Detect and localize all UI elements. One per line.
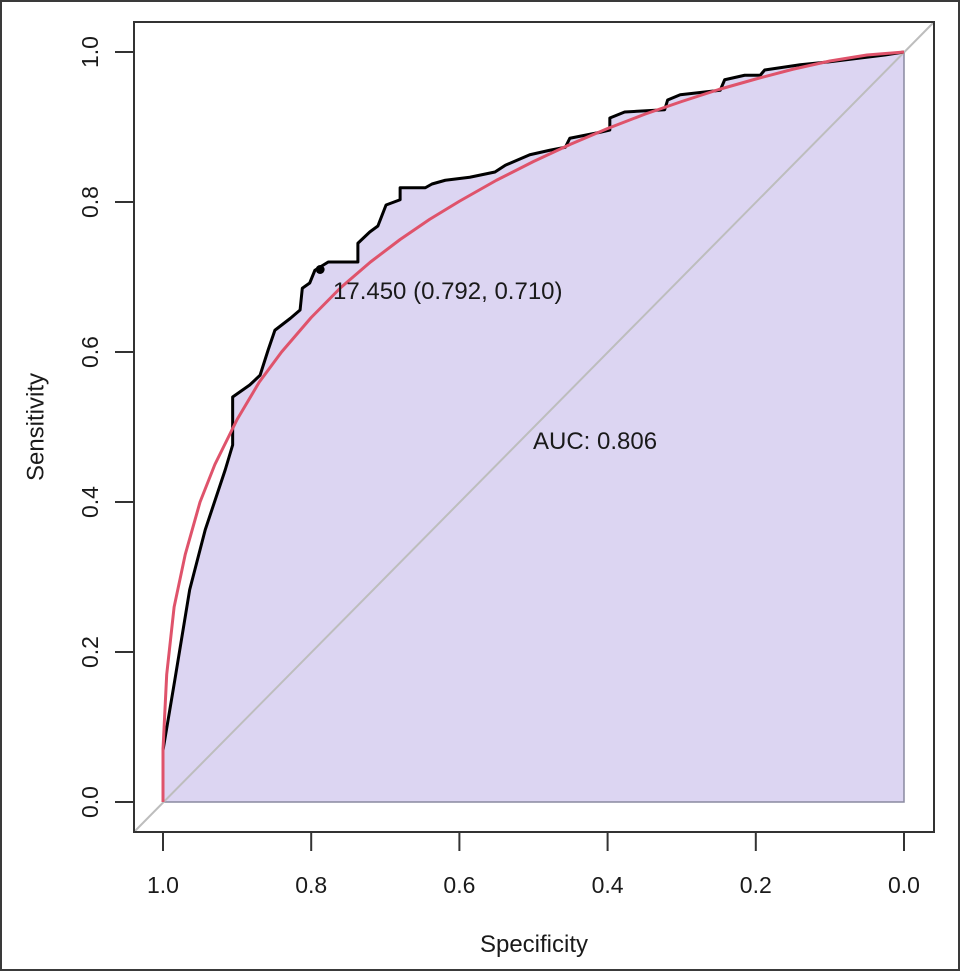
x-tick-label: 0.2 (740, 872, 772, 898)
smoothed-roc-curve (161, 50, 905, 802)
x-tick-label: 0.4 (592, 872, 624, 898)
x-tick-label: 0.6 (443, 872, 475, 898)
y-axis-title: Sensitivity (23, 373, 50, 481)
x-tick-label: 0.0 (888, 872, 920, 898)
x-axis-title: Specificity (480, 931, 588, 958)
y-tick-label: 1.0 (77, 36, 103, 68)
y-tick-label: 0.2 (77, 636, 103, 668)
x-tick-label: 1.0 (147, 872, 179, 898)
threshold-point (315, 265, 325, 274)
empirical-roc-curve (161, 50, 905, 802)
y-tick-label: 0.4 (77, 486, 103, 518)
y-tick-label: 0.6 (77, 336, 103, 368)
y-tick-label: 0.8 (77, 186, 103, 218)
y-tick-label: 0.0 (77, 786, 103, 818)
chance-diagonal (133, 21, 935, 833)
auc-label: AUC: 0.806 (533, 428, 657, 455)
x-tick-label: 0.8 (295, 872, 327, 898)
threshold-label: 17.450 (0.792, 0.710) (333, 278, 563, 305)
